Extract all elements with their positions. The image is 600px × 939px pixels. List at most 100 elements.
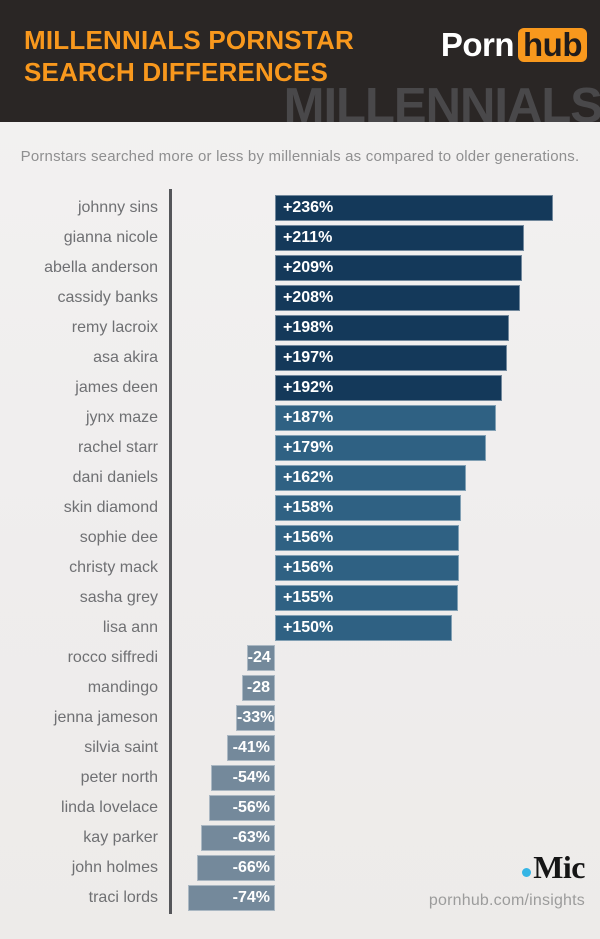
- category-label: traci lords: [88, 889, 158, 906]
- category-label: peter north: [80, 769, 158, 786]
- bar-track: +162%: [174, 465, 600, 491]
- chart-row: abella anderson +209%: [0, 253, 600, 283]
- category-label: christy mack: [69, 559, 158, 576]
- value-bar: +209%: [275, 255, 522, 281]
- chart-row: asa akira +197%: [0, 343, 600, 373]
- chart-row: dani daniels +162%: [0, 463, 600, 493]
- value-bar: +192%: [275, 375, 502, 401]
- category-label: johnny sins: [77, 199, 158, 216]
- bar-track: +211%: [174, 225, 600, 251]
- value-bar: -63%: [200, 825, 275, 851]
- category-label: abella anderson: [44, 259, 158, 276]
- value-bar: -24: [246, 645, 275, 671]
- chart-row: rocco siffredi -24: [0, 643, 600, 673]
- chart-row: jenna jameson -33%: [0, 703, 600, 733]
- value-bar: -33%: [236, 705, 275, 731]
- value-bar: +150%: [275, 615, 452, 641]
- value-bar: +236%: [275, 195, 554, 221]
- category-label: john holmes: [71, 859, 158, 876]
- source-url: pornhub.com/insights: [428, 892, 585, 909]
- category-label: rocco siffredi: [67, 649, 158, 666]
- bar-track: +158%: [174, 495, 600, 521]
- category-label: sasha grey: [79, 589, 158, 606]
- value-bar: +156%: [275, 525, 460, 551]
- bar-track: +187%: [174, 405, 600, 431]
- category-label: kay parker: [83, 829, 158, 846]
- chart-row: sophie dee +156%: [0, 523, 600, 553]
- category-label: jynx maze: [85, 409, 158, 426]
- category-label: dani daniels: [72, 469, 158, 486]
- bar-track: -56%: [174, 795, 600, 821]
- bar-track: +179%: [174, 435, 600, 461]
- value-bar: -66%: [197, 855, 275, 881]
- bar-track: +156%: [174, 555, 600, 581]
- category-label: silvia saint: [84, 739, 158, 756]
- chart-row: gianna nicole +211%: [0, 223, 600, 253]
- category-label: linda lovelace: [61, 799, 158, 816]
- category-label: mandingo: [87, 679, 158, 696]
- bar-track: -54%: [174, 765, 600, 791]
- category-label: remy lacroix: [71, 319, 158, 336]
- category-label: sophie dee: [79, 529, 158, 546]
- chart-row: skin diamond +158%: [0, 493, 600, 523]
- chart-row: linda lovelace -56%: [0, 793, 600, 823]
- chart-row: kay parker -63%: [0, 823, 600, 853]
- category-label: cassidy banks: [57, 289, 159, 306]
- value-bar: +187%: [275, 405, 496, 431]
- bar-track: +198%: [174, 315, 600, 341]
- value-bar: +156%: [275, 555, 460, 581]
- bar-track: -74%: [174, 885, 600, 911]
- chart-row: jynx maze +187%: [0, 403, 600, 433]
- mic-logo-dot-icon: [522, 868, 532, 877]
- chart-row: christy mack +156%: [0, 553, 600, 583]
- header-banner: MILLENNIALS PORNSTAR SEARCH DIFFERENCES …: [0, 0, 600, 122]
- bar-track: -66%: [174, 855, 600, 881]
- millennials-watermark: MILLENNIALS: [283, 79, 600, 123]
- value-bar: +155%: [275, 585, 458, 611]
- value-bar: +208%: [275, 285, 521, 311]
- bar-track: -41%: [174, 735, 600, 761]
- value-bar: -56%: [208, 795, 275, 821]
- y-axis-line: [169, 189, 172, 914]
- chart-row: lisa ann +150%: [0, 613, 600, 643]
- chart-row: james deen +192%: [0, 373, 600, 403]
- chart-row: traci lords -74%: [0, 883, 600, 913]
- bar-track: -33%: [174, 705, 600, 731]
- pornhub-logo-hub: hub: [518, 28, 587, 62]
- value-bar: -41%: [226, 735, 275, 761]
- chart-row: peter north -54%: [0, 763, 600, 793]
- value-bar: +198%: [275, 315, 509, 341]
- value-bar: +179%: [275, 435, 487, 461]
- bar-track: +236%: [174, 195, 600, 221]
- chart-row: rachel starr +179%: [0, 433, 600, 463]
- category-label: rachel starr: [77, 439, 158, 456]
- value-bar: -74%: [187, 885, 275, 911]
- chart-row: sasha grey +155%: [0, 583, 600, 613]
- category-label: lisa ann: [102, 619, 158, 636]
- mic-logo: Mic: [522, 849, 585, 886]
- chart-row: johnny sins +236%: [0, 193, 600, 223]
- bar-track: +155%: [174, 585, 600, 611]
- bar-track: +156%: [174, 525, 600, 551]
- bar-track: +192%: [174, 375, 600, 401]
- chart-row: remy lacroix +198%: [0, 313, 600, 343]
- chart-row: cassidy banks +208%: [0, 283, 600, 313]
- value-bar: +197%: [275, 345, 508, 371]
- chart-subtitle: Pornstars searched more or less by mille…: [20, 148, 580, 165]
- page-title: MILLENNIALS PORNSTAR SEARCH DIFFERENCES: [24, 24, 354, 88]
- chart-rows: johnny sins +236% gianna nicole +211% abella…: [0, 193, 600, 913]
- category-label: james deen: [75, 379, 158, 396]
- bar-track: +197%: [174, 345, 600, 371]
- category-label: gianna nicole: [63, 229, 158, 246]
- bar-track: -24: [174, 645, 600, 671]
- value-bar: -28: [241, 675, 275, 701]
- bar-track: +150%: [174, 615, 600, 641]
- page-title-line1: MILLENNIALS PORNSTAR: [24, 25, 354, 55]
- pornhub-logo-porn: Porn: [440, 26, 515, 63]
- value-bar: +162%: [275, 465, 467, 491]
- category-label: skin diamond: [63, 499, 158, 516]
- category-label: jenna jameson: [53, 709, 158, 726]
- bar-track: +209%: [174, 255, 600, 281]
- mic-logo-text: Mic: [533, 849, 585, 885]
- chart-row: john holmes -66%: [0, 853, 600, 883]
